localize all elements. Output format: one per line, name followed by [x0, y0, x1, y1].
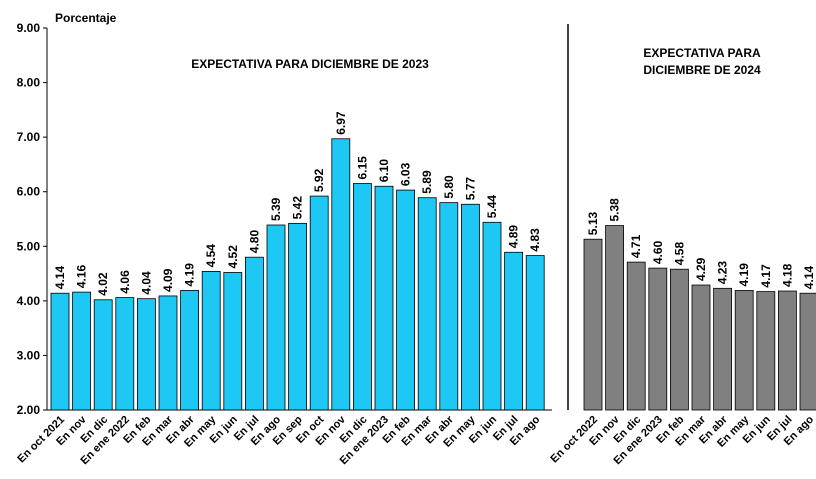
bar	[626, 261, 646, 411]
data-label: 4.06	[118, 270, 132, 294]
data-label: 5.42	[291, 196, 305, 220]
data-label: 4.18	[780, 263, 794, 287]
data-label: 5.80	[442, 175, 456, 199]
y-tick-label: 9.00	[17, 21, 41, 35]
data-label: 4.04	[139, 271, 153, 295]
data-label: 4.89	[507, 225, 521, 249]
y-tick-label: 2.00	[17, 403, 41, 417]
data-label: 5.89	[420, 170, 434, 194]
bar	[605, 225, 624, 411]
y-tick-label: 3.00	[17, 348, 41, 362]
data-label: 4.71	[629, 234, 643, 258]
bar	[288, 222, 308, 411]
bar	[756, 291, 776, 411]
y-axis-label: Porcentaje	[55, 11, 117, 25]
chart-title: EXPECTATIVA PARA	[643, 46, 761, 60]
data-label: 4.19	[737, 263, 751, 287]
data-label: 5.44	[485, 195, 499, 219]
y-tick-label: 5.00	[17, 239, 41, 253]
bar	[396, 189, 416, 411]
bar	[136, 298, 156, 411]
bar	[309, 195, 329, 411]
bar	[460, 203, 480, 411]
bar	[50, 292, 70, 411]
bar	[648, 267, 668, 411]
bar	[504, 251, 524, 411]
y-tick-label: 8.00	[17, 76, 41, 90]
data-label: 5.92	[312, 168, 326, 192]
bar	[72, 291, 91, 411]
data-label: 6.03	[399, 162, 413, 186]
data-label: 4.58	[672, 242, 686, 266]
chart-title: EXPECTATIVA PARA DICIEMBRE DE 2023	[191, 57, 429, 71]
bar	[417, 197, 437, 411]
data-label: 4.14	[802, 266, 816, 290]
y-tick-label: 6.00	[17, 185, 41, 199]
data-label: 4.23	[716, 261, 730, 285]
bar	[374, 185, 394, 411]
bar	[439, 202, 459, 411]
data-label: 5.77	[463, 177, 477, 201]
data-label: 4.02	[96, 272, 110, 296]
bar	[799, 292, 816, 411]
bar	[180, 290, 200, 411]
bar	[244, 256, 264, 411]
bar	[691, 284, 711, 411]
bar	[525, 255, 545, 411]
bar	[223, 272, 243, 411]
data-label: 4.60	[651, 240, 665, 264]
bar	[670, 268, 689, 411]
bar	[331, 138, 351, 411]
data-label: 4.09	[161, 268, 175, 292]
data-label: 5.39	[269, 197, 283, 221]
data-label: 6.15	[355, 156, 369, 180]
bar	[93, 299, 113, 411]
data-label: 4.29	[694, 257, 708, 281]
data-label: 4.19	[183, 263, 197, 287]
bar	[115, 297, 135, 411]
data-label: 5.38	[608, 198, 622, 222]
y-tick-label: 7.00	[17, 130, 41, 144]
data-label: 4.52	[226, 245, 240, 269]
data-label: 4.14	[53, 266, 67, 290]
data-label: 4.16	[75, 264, 89, 288]
data-label: 5.13	[586, 212, 600, 236]
data-label: 4.54	[204, 244, 218, 268]
data-label: 4.80	[247, 230, 261, 254]
bar	[778, 290, 797, 411]
y-tick-label: 4.00	[17, 294, 41, 308]
bar	[158, 295, 178, 411]
data-label: 6.10	[377, 159, 391, 183]
data-label: 6.97	[334, 111, 348, 135]
data-label: 4.83	[528, 228, 542, 252]
chart-title: DICIEMBRE DE 2024	[643, 63, 761, 77]
bar	[352, 183, 372, 411]
bar	[201, 270, 221, 411]
bar	[482, 221, 502, 411]
bar	[266, 224, 286, 411]
bar	[734, 290, 754, 411]
bar	[583, 238, 603, 411]
data-label: 4.17	[759, 264, 773, 288]
bar	[713, 287, 732, 411]
